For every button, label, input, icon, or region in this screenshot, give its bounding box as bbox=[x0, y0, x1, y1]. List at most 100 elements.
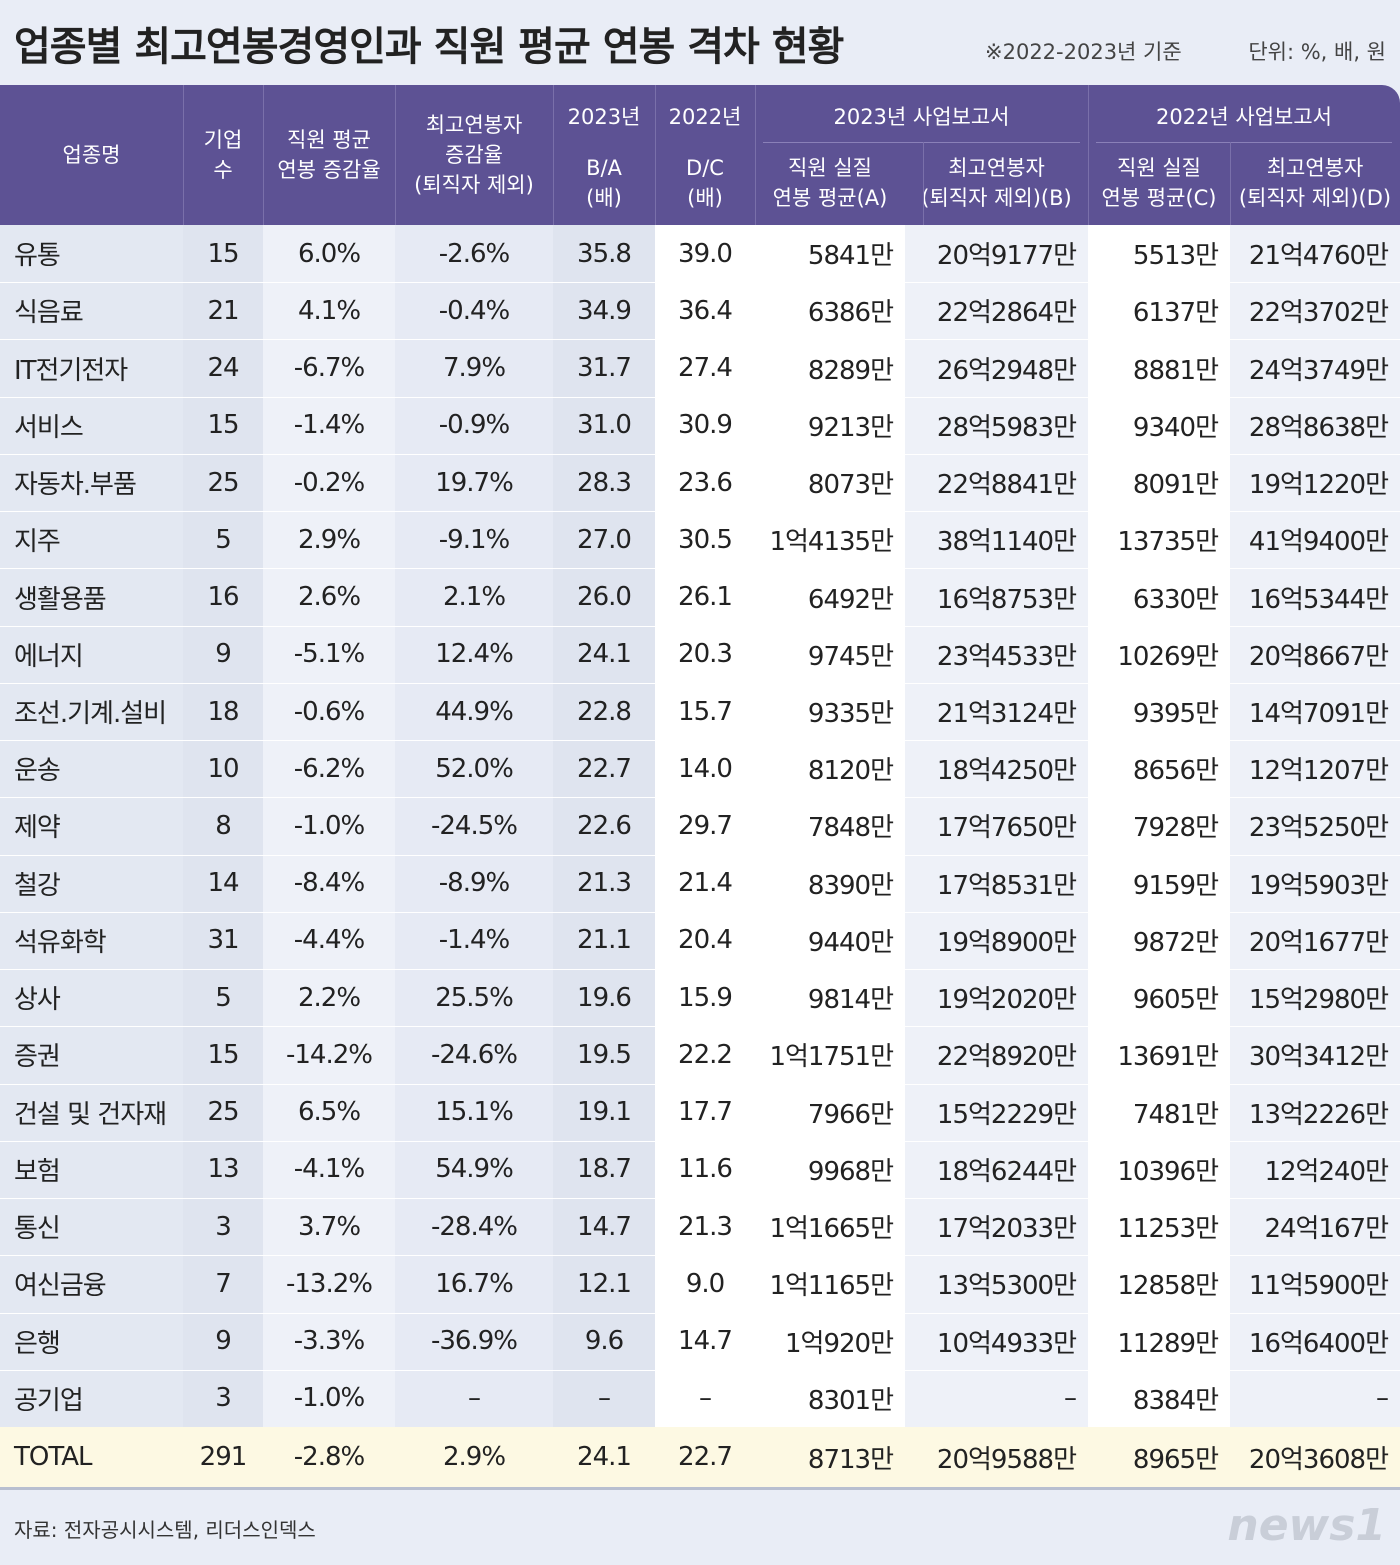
table-cell: 21억4760만 bbox=[1248, 241, 1389, 272]
row-line bbox=[0, 1369, 1400, 1371]
table-cell: 10269만 bbox=[1117, 641, 1219, 672]
table-cell: 22.7 bbox=[577, 753, 632, 784]
table-cell: 28.3 bbox=[577, 467, 632, 498]
header-cell: 기업 수 bbox=[183, 85, 263, 225]
table-cell: 31.0 bbox=[577, 410, 632, 441]
table-cell: 16억5344만 bbox=[1248, 584, 1389, 615]
table-cell: -4.4% bbox=[293, 925, 365, 956]
table-cell: 9 bbox=[215, 1326, 232, 1357]
table-cell: 23억4533만 bbox=[936, 641, 1077, 672]
total-cell: 2.9% bbox=[442, 1442, 506, 1472]
table-cell: 3 bbox=[215, 1383, 232, 1414]
table-cell: -24.5% bbox=[431, 810, 518, 841]
table-cell: 8091만 bbox=[1132, 470, 1219, 501]
table-cell: 14.7 bbox=[678, 1326, 733, 1357]
table-cell: 35.8 bbox=[577, 238, 632, 269]
table-cell: 6386만 bbox=[807, 298, 894, 329]
table-cell: 3 bbox=[215, 1211, 232, 1242]
table-cell: 22억2864만 bbox=[936, 298, 1077, 329]
table-cell: 14 bbox=[207, 868, 239, 899]
table-cell: 10억4933만 bbox=[936, 1328, 1077, 1359]
header-line: 업종명 bbox=[62, 143, 121, 167]
header-line: (배) bbox=[687, 185, 723, 210]
header-line: D/C bbox=[686, 155, 724, 180]
table-cell: 8656만 bbox=[1132, 756, 1219, 787]
header-divider bbox=[1230, 142, 1231, 225]
table-cell: 5841만 bbox=[807, 241, 894, 272]
table-cell: 2.1% bbox=[442, 582, 506, 613]
table-cell: 7966만 bbox=[807, 1099, 894, 1130]
table-cell: 22억3702만 bbox=[1248, 298, 1389, 329]
table-cell: 5513만 bbox=[1132, 241, 1219, 272]
row-line bbox=[0, 568, 1400, 570]
table-cell: 6330만 bbox=[1132, 584, 1219, 615]
header-cell: 최고연봉자 (퇴직자 제외)(D) bbox=[1230, 140, 1400, 225]
total-cell: 291 bbox=[199, 1442, 248, 1472]
table-cell: 21.1 bbox=[577, 925, 632, 956]
header-line: 최고연봉자 bbox=[1266, 155, 1364, 180]
table-cell: 서비스 bbox=[14, 412, 84, 443]
column-bg bbox=[1230, 225, 1400, 1427]
table-cell: -28.4% bbox=[431, 1211, 518, 1242]
table-cell: 9 bbox=[215, 639, 232, 670]
table-cell: 9745만 bbox=[807, 641, 894, 672]
table-cell: 9968만 bbox=[807, 1156, 894, 1187]
table-cell: 운송 bbox=[14, 756, 61, 787]
table-cell: -1.4% bbox=[438, 925, 510, 956]
table-cell: 28억8638만 bbox=[1248, 412, 1389, 443]
table-cell: 29.7 bbox=[678, 810, 733, 841]
row-line bbox=[0, 396, 1400, 398]
table-cell: -4.1% bbox=[293, 1154, 365, 1185]
group-line bbox=[763, 142, 1080, 143]
table-cell: 20억8667만 bbox=[1248, 641, 1389, 672]
table-cell: 8390만 bbox=[807, 870, 894, 901]
table-cell: 증권 bbox=[14, 1042, 61, 1073]
header-bg bbox=[0, 85, 1400, 225]
table-cell: -0.4% bbox=[438, 295, 510, 326]
table-cell: 19억1220만 bbox=[1248, 470, 1389, 501]
table-cell: -8.4% bbox=[293, 868, 365, 899]
table-cell: 12858만 bbox=[1117, 1271, 1219, 1302]
title: 업종별 최고연봉경영인과 직원 평균 연봉 격차 현황 bbox=[14, 24, 844, 70]
header-line: 연봉 평균(C) bbox=[1101, 185, 1217, 210]
table-cell: 15 bbox=[207, 1039, 239, 1070]
table-cell: 6492만 bbox=[807, 584, 894, 615]
column-bg bbox=[905, 225, 1088, 1427]
header-cell: 직원 평균 연봉 증감율 bbox=[263, 85, 395, 225]
table-cell: 19.6 bbox=[577, 982, 632, 1013]
table-cell: 30억3412만 bbox=[1248, 1042, 1389, 1073]
table-cell: 17억7650만 bbox=[936, 813, 1077, 844]
table-cell: 36.4 bbox=[678, 295, 733, 326]
table-cell: 22.8 bbox=[577, 696, 632, 727]
table-cell: -0.2% bbox=[293, 467, 365, 498]
total-cell: TOTAL bbox=[14, 1442, 92, 1472]
table-cell: 15 bbox=[207, 410, 239, 441]
header-divider bbox=[655, 85, 656, 225]
column-bg bbox=[183, 225, 263, 1427]
table-cell: 25.5% bbox=[435, 982, 514, 1013]
group-label: 2022년 사업보고서 bbox=[1155, 105, 1333, 129]
table-cell: 24억3749만 bbox=[1248, 355, 1389, 386]
table-cell: 8073만 bbox=[807, 470, 894, 501]
table-cell: 1억1165만 bbox=[769, 1271, 894, 1302]
table-cell: 21 bbox=[207, 295, 239, 326]
table-cell: -6.2% bbox=[293, 753, 365, 784]
header-cell: 업종명 bbox=[0, 85, 183, 225]
table-cell: 24억167만 bbox=[1264, 1214, 1389, 1245]
table-cell: 30.5 bbox=[678, 524, 733, 555]
header-line: B/A bbox=[586, 155, 622, 180]
table-cell: 13억5300만 bbox=[936, 1271, 1077, 1302]
table-cell: 9340만 bbox=[1132, 412, 1219, 443]
header-line: 연봉 증감율 bbox=[277, 158, 381, 182]
column-bg bbox=[263, 225, 395, 1427]
table-cell: 상사 bbox=[14, 985, 61, 1016]
row-line bbox=[0, 1140, 1400, 1142]
table-cell: 1억4135만 bbox=[769, 527, 894, 558]
table-cell: -24.6% bbox=[431, 1039, 518, 1070]
table-cell: 52.0% bbox=[435, 753, 514, 784]
column-bg bbox=[553, 225, 655, 1427]
table-cell: 22억8841만 bbox=[936, 470, 1077, 501]
table-cell: 7.9% bbox=[442, 353, 506, 384]
table-cell: -36.9% bbox=[431, 1326, 518, 1357]
header-line: (퇴직자 제외) bbox=[414, 173, 534, 197]
